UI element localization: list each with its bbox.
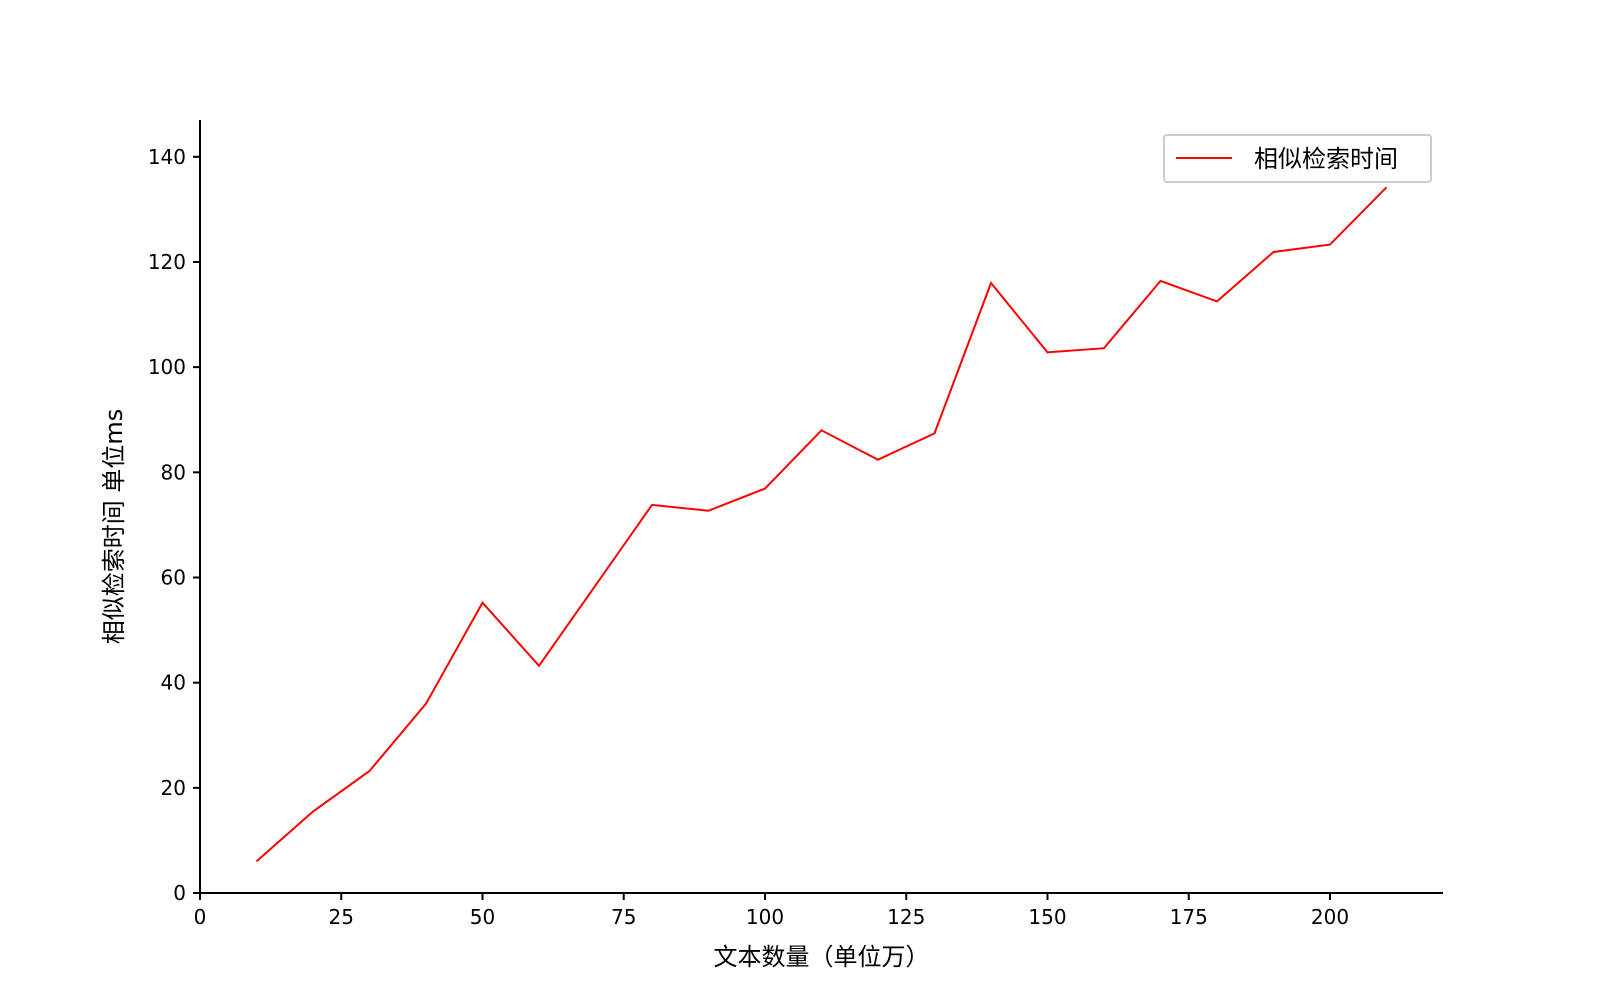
series-layer — [255, 186, 1388, 863]
y-tick-label: 80 — [161, 460, 186, 484]
x-tick-label: 150 — [1028, 905, 1066, 929]
y-tick-label: 20 — [161, 776, 186, 800]
legend-label: 相似检索时间 — [1254, 145, 1398, 173]
series-line — [255, 186, 1388, 863]
y-tick-label: 100 — [148, 355, 186, 379]
x-tick-label: 50 — [470, 905, 495, 929]
x-axis-title: 文本数量（单位万） — [714, 943, 930, 971]
x-tick-label: 100 — [746, 905, 784, 929]
y-tick-label: 60 — [161, 565, 186, 589]
x-tick-label: 25 — [329, 905, 354, 929]
x-tick-label: 175 — [1170, 905, 1208, 929]
legend: 相似检索时间 — [1163, 134, 1432, 183]
x-tick-label: 0 — [194, 905, 207, 929]
x-tick-label: 125 — [887, 905, 925, 929]
y-tick-label: 0 — [173, 881, 186, 905]
y-tick-label: 40 — [161, 671, 186, 695]
y-tick-label: 140 — [148, 145, 186, 169]
x-tick-label: 200 — [1311, 905, 1349, 929]
y-axis-title: 相似检索时间 单位ms — [100, 409, 128, 645]
ticks-layer: 0 25 50 75 100 125 150 175 200 0 20 40 60 80 100 120 140 — [148, 145, 1349, 929]
legend-box — [1163, 134, 1432, 183]
y-tick-label: 120 — [148, 250, 186, 274]
x-tick-label: 75 — [611, 905, 636, 929]
